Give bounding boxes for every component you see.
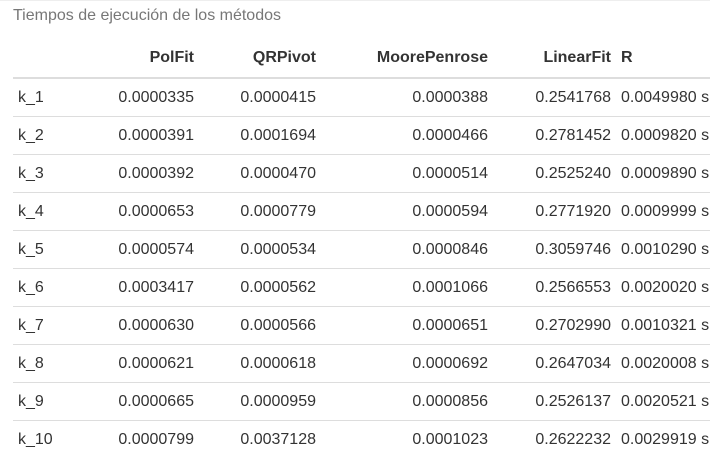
cell-r: 0.0009820 s [616, 116, 710, 155]
cell-r: 0.0020008 s [616, 344, 710, 383]
cell-qrpivot: 0.0000562 [199, 268, 321, 307]
header-r: R [616, 39, 710, 79]
row-key: k_6 [13, 268, 97, 307]
header-row: PolFit QRPivot MoorePenrose LinearFit R [13, 39, 710, 79]
row-key: k_7 [13, 306, 97, 345]
cell-linearfit: 0.2566553 [493, 268, 616, 307]
cell-moorepenrose: 0.0000514 [321, 154, 493, 193]
cell-polfit: 0.0000653 [97, 192, 199, 231]
cell-r: 0.0009999 s [616, 192, 710, 231]
row-key: k_8 [13, 344, 97, 383]
row-key: k_1 [13, 78, 97, 117]
cell-linearfit: 0.2702990 [493, 306, 616, 345]
row-key: k_3 [13, 154, 97, 193]
cell-moorepenrose: 0.0000692 [321, 344, 493, 383]
cell-r: 0.0049980 s [616, 78, 710, 117]
header-moorepenrose: MoorePenrose [321, 39, 493, 79]
row-key: k_2 [13, 116, 97, 155]
cell-polfit: 0.0000392 [97, 154, 199, 193]
cell-qrpivot: 0.0000779 [199, 192, 321, 231]
cell-polfit: 0.0000574 [97, 230, 199, 269]
cell-polfit: 0.0000799 [118, 430, 194, 448]
cell-qrpivot: 0.0000534 [199, 230, 321, 269]
cell-qrpivot: 0.0000566 [199, 306, 321, 345]
cell-qrpivot: 0.0000959 [199, 382, 321, 421]
table-row: k_9 0.0000665 0.0000959 0.0000856 0.2526… [13, 382, 710, 421]
header-polfit: PolFit [97, 39, 199, 79]
cell-moorepenrose: 0.0000388 [321, 78, 493, 117]
row-key: k_9 [13, 382, 97, 421]
top-divider [0, 0, 710, 1]
header-linearfit: LinearFit [493, 39, 616, 79]
table-row: k_1 0.0000335 0.0000415 0.0000388 0.2541… [13, 78, 710, 117]
row-key: k_5 [13, 230, 97, 269]
cell-linearfit: 0.3059746 [493, 230, 616, 269]
cell-r: 0.0020020 s [616, 268, 710, 307]
cell-linearfit: 0.2525240 [493, 154, 616, 193]
cell-moorepenrose: 0.0001023 [412, 430, 488, 448]
row-key: k_10 [18, 430, 53, 448]
cell-r: 0.0010321 s [616, 306, 710, 345]
cell-polfit: 0.0000665 [97, 382, 199, 421]
cell-r: 0.0009890 s [616, 154, 710, 193]
cell-r: 0.0029919 s [621, 430, 710, 448]
cell-moorepenrose: 0.0000856 [321, 382, 493, 421]
table-row: k_2 0.0000391 0.0001694 0.0000466 0.2781… [13, 116, 710, 155]
table-row: k_7 0.0000630 0.0000566 0.0000651 0.2702… [13, 306, 710, 345]
cell-polfit: 0.0000630 [97, 306, 199, 345]
table-row: k_10 0.0000799 0.0037128 0.0001023 0.262… [13, 421, 710, 459]
timings-table: PolFit QRPivot MoorePenrose LinearFit R … [13, 39, 710, 458]
cell-linearfit: 0.2647034 [493, 344, 616, 383]
cell-r: 0.0010290 s [616, 230, 710, 269]
table-row: k_4 0.0000653 0.0000779 0.0000594 0.2771… [13, 192, 710, 231]
cell-qrpivot: 0.0037128 [240, 430, 316, 448]
header-key [13, 39, 97, 79]
cell-polfit: 0.0000335 [97, 78, 199, 117]
table-row: k_3 0.0000392 0.0000470 0.0000514 0.2525… [13, 154, 710, 193]
cell-polfit: 0.0000391 [97, 116, 199, 155]
cell-linearfit: 0.2781452 [493, 116, 616, 155]
cell-polfit: 0.0003417 [97, 268, 199, 307]
table-row: k_5 0.0000574 0.0000534 0.0000846 0.3059… [13, 230, 710, 269]
cell-r: 0.0020521 s [616, 382, 710, 421]
cell-linearfit: 0.2771920 [493, 192, 616, 231]
table-row: k_6 0.0003417 0.0000562 0.0001066 0.2566… [13, 268, 710, 307]
table-caption: Tiempos de ejecución de los métodos [13, 7, 281, 24]
cell-linearfit: 0.2526137 [493, 382, 616, 421]
row-key: k_4 [13, 192, 97, 231]
cell-moorepenrose: 0.0001066 [321, 268, 493, 307]
header-qrpivot: QRPivot [199, 39, 321, 79]
cell-moorepenrose: 0.0000651 [321, 306, 493, 345]
cell-linearfit: 0.2541768 [493, 78, 616, 117]
cell-qrpivot: 0.0001694 [199, 116, 321, 155]
cell-polfit: 0.0000621 [97, 344, 199, 383]
cell-moorepenrose: 0.0000594 [321, 192, 493, 231]
table-row: k_8 0.0000621 0.0000618 0.0000692 0.2647… [13, 344, 710, 383]
cell-qrpivot: 0.0000618 [199, 344, 321, 383]
cell-linearfit: 0.2622232 [535, 430, 611, 448]
cell-moorepenrose: 0.0000466 [321, 116, 493, 155]
cell-qrpivot: 0.0000415 [199, 78, 321, 117]
cell-qrpivot: 0.0000470 [199, 154, 321, 193]
cell-moorepenrose: 0.0000846 [321, 230, 493, 269]
